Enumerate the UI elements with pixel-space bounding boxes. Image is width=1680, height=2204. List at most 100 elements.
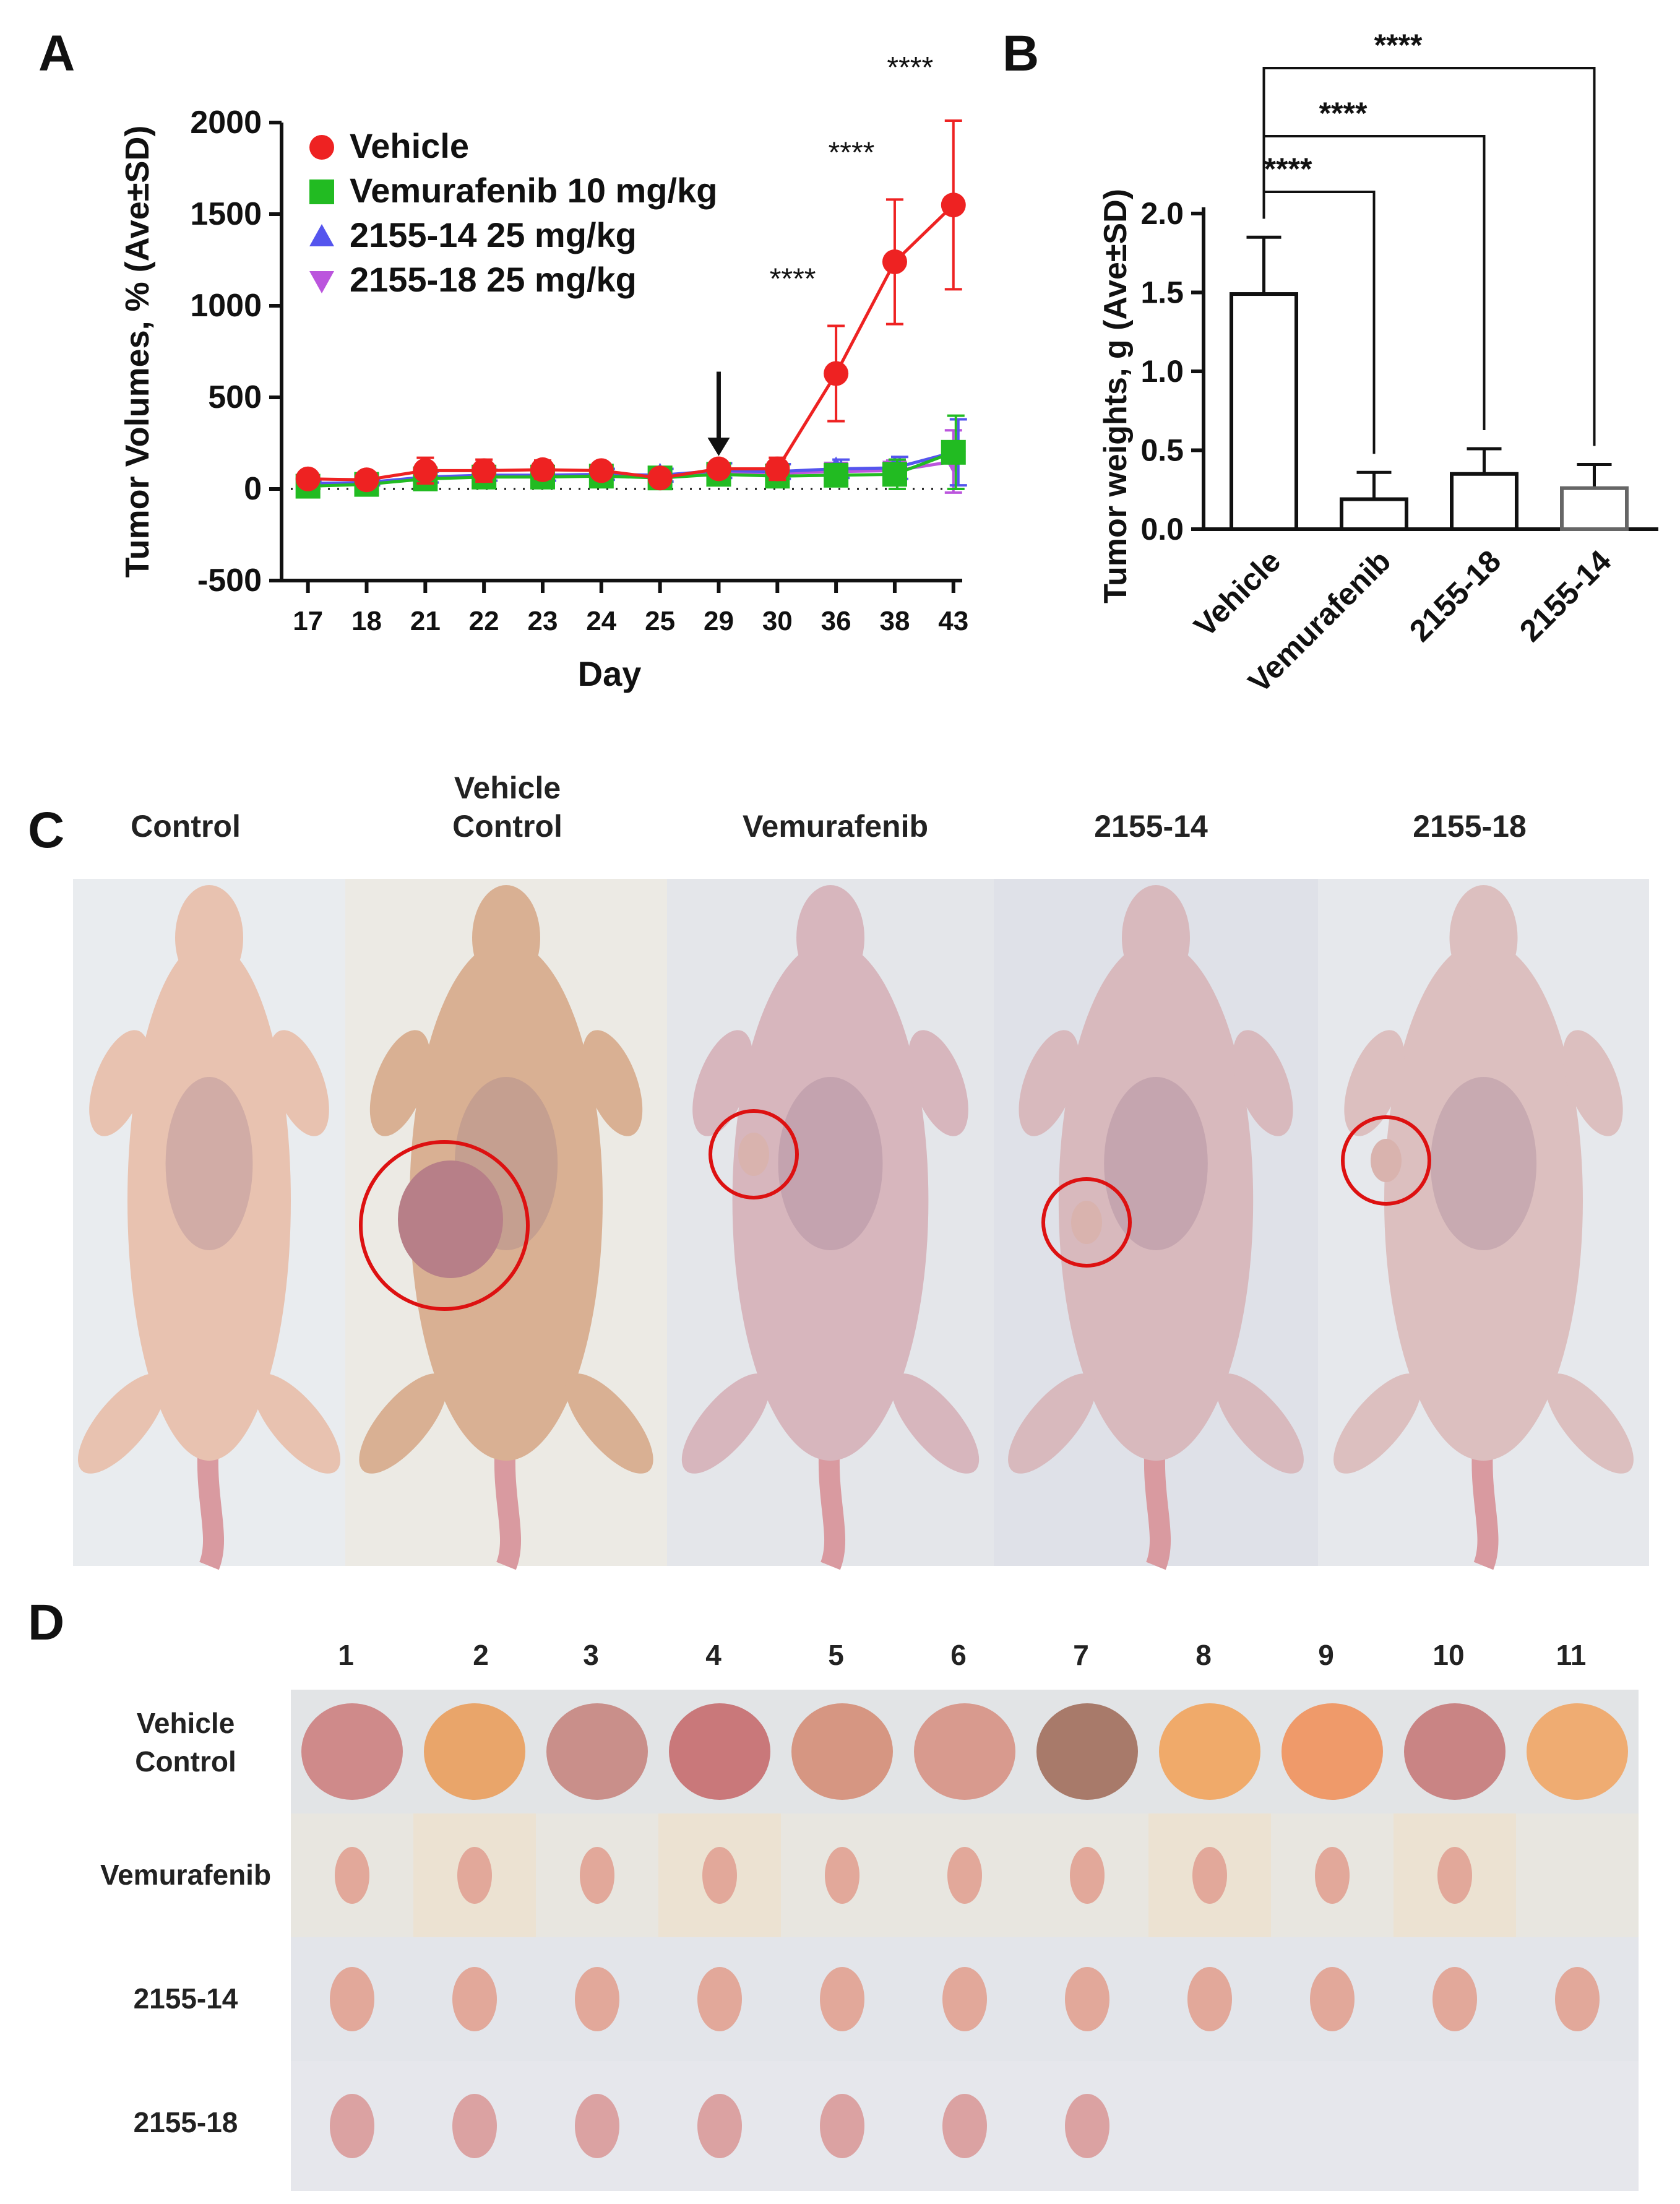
x-tick-label: 30 <box>762 606 793 636</box>
tumor-specimen <box>580 1847 614 1904</box>
photo-label-line: Control <box>131 809 241 844</box>
y-tick-label: 2.0 <box>1140 196 1184 231</box>
mouse-photo-1 <box>345 879 667 1570</box>
tumor-tile <box>1148 2061 1271 2191</box>
significance-marker: **** <box>1264 152 1312 186</box>
tumor-tile <box>658 1813 781 1937</box>
data-point <box>413 458 438 483</box>
tumor-column-label: 4 <box>705 1639 722 1671</box>
category-label: Vehicle <box>1187 543 1287 643</box>
tumor-circle <box>359 1140 530 1311</box>
mouse-head <box>175 885 243 990</box>
data-point <box>941 439 966 465</box>
y-tick-label: 1.5 <box>1140 275 1184 310</box>
tumor-specimen <box>1065 2094 1109 2158</box>
tumor-specimen <box>942 1967 987 2031</box>
significance-marker: **** <box>887 51 933 84</box>
mouse-forelimb <box>1233 1030 1293 1136</box>
tumor-specimen <box>330 2094 374 2158</box>
y-tick-label: 500 <box>208 379 262 415</box>
tumor-specimen <box>1310 1967 1355 2031</box>
bar-2 <box>1450 447 1518 531</box>
tumor-column-label: 1 <box>338 1639 354 1671</box>
tumor-specimen <box>697 2094 742 2158</box>
tumor-tile <box>536 1690 658 1813</box>
x-tick-label: 17 <box>293 606 323 636</box>
bar-3 <box>1560 462 1629 532</box>
tumor-tile <box>658 1937 781 2061</box>
tumor-column-label: 6 <box>950 1639 967 1671</box>
panel-letter-a: A <box>38 25 75 82</box>
tumor-column-label: 5 <box>828 1639 844 1671</box>
mouse-forelimb <box>369 1030 430 1136</box>
mouse-body <box>410 941 603 1461</box>
mouse-forelimb <box>269 1030 329 1136</box>
photo-label: Vehicle Control <box>452 774 562 844</box>
legend-marker <box>309 179 334 204</box>
photo-label: 2155-14 <box>1094 809 1208 844</box>
data-point <box>765 456 790 482</box>
photo-label-line: 2155-14 <box>1094 809 1208 844</box>
tumor-specimen <box>702 1847 737 1904</box>
mouse-head <box>1449 885 1518 990</box>
mouse-body <box>1058 941 1254 1461</box>
mouse-abdomen-shade <box>1104 1077 1208 1250</box>
tumor-mass <box>738 1133 769 1176</box>
data-point <box>354 467 379 493</box>
tumor-column-label: 3 <box>583 1639 599 1671</box>
bar-1 <box>1340 470 1408 531</box>
series-line <box>308 451 954 485</box>
data-point <box>882 249 907 274</box>
significance-bracket <box>1262 67 1596 446</box>
tumor-specimen <box>947 1847 982 1904</box>
mouse-head <box>796 885 864 990</box>
tile-background <box>1516 1813 1639 1937</box>
tumor-column-label: 11 <box>1556 1639 1587 1671</box>
tumor-specimen <box>1192 1847 1227 1904</box>
data-point <box>295 466 321 491</box>
tumor-specimen <box>1159 1703 1260 1800</box>
tumor-tile <box>1394 2061 1516 2191</box>
mouse-hindlimb <box>77 1373 166 1474</box>
bar <box>1340 497 1408 531</box>
data-point <box>647 465 673 491</box>
significance-marker: **** <box>829 136 875 169</box>
photo-label-line: 2155-18 <box>1413 809 1527 844</box>
mouse-forelimb <box>1344 1030 1405 1136</box>
tile-background <box>1394 2061 1516 2191</box>
x-tick-label: 18 <box>351 606 382 636</box>
tumor-tile <box>1148 1690 1271 1813</box>
tumor-row-label-line: 2155-14 <box>134 1982 238 2015</box>
tumor-column-label: 2 <box>473 1639 489 1671</box>
data-point <box>882 462 907 487</box>
data-point <box>824 361 849 386</box>
x-axis-title: Day <box>578 654 642 693</box>
tumor-tile <box>658 2061 781 2191</box>
panel-c: Control Vehicle Control Vemurafenib 2155-14 2… <box>0 774 1680 1572</box>
y-axis-title: Tumor weights, g (Ave±SD) <box>1098 189 1134 603</box>
data-point <box>941 192 966 218</box>
tumor-tile <box>413 2061 536 2191</box>
panel-letter-b: B <box>1002 25 1040 82</box>
tumor-specimen <box>697 1967 742 2031</box>
y-tick-label: 1000 <box>190 288 262 324</box>
tumor-circle <box>709 1109 799 1199</box>
tumor-specimen <box>1036 1703 1138 1800</box>
y-tick-label: 1.0 <box>1140 354 1184 389</box>
tumor-tile <box>1271 1813 1394 1937</box>
tumor-specimen <box>335 1847 369 1904</box>
tumor-tile <box>1394 1690 1516 1813</box>
bar <box>1450 472 1518 531</box>
mouse-head <box>472 885 540 990</box>
mouse-body <box>127 941 291 1461</box>
tumor-circle <box>1041 1177 1132 1268</box>
tumor-specimen <box>575 1967 619 2031</box>
data-point <box>824 462 849 488</box>
tile-background <box>1516 2061 1639 2191</box>
tumor-specimen <box>1555 1967 1600 2031</box>
tumor-tile <box>413 1690 536 1813</box>
tumor-specimen <box>452 1967 497 2031</box>
tumor-specimen <box>1404 1703 1506 1800</box>
mouse-photo-3 <box>994 879 1318 1570</box>
